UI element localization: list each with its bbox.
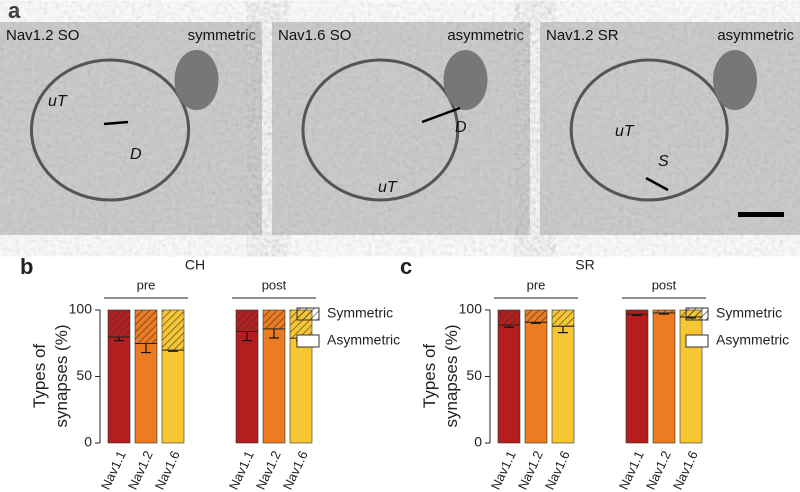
legend-swatch	[296, 307, 320, 321]
bar-segment	[161, 349, 185, 444]
image-title: Nav1.6 SO	[278, 27, 351, 44]
em-texture	[0, 22, 262, 235]
scale-bar	[738, 212, 784, 217]
chart-title: CH	[185, 257, 205, 273]
y-axis-label-line: Types of	[30, 344, 49, 409]
annotation: D	[130, 146, 142, 163]
arrow	[645, 176, 669, 192]
annotation: uT	[615, 123, 635, 140]
group-label: pre	[527, 277, 546, 292]
em-structure	[443, 50, 488, 110]
x-tick-label: Nav1.6	[152, 448, 183, 492]
panel-label: a	[8, 0, 21, 23]
image-title: Nav1.2 SO	[6, 27, 79, 44]
panel-label: b	[20, 254, 33, 279]
bar-hatch	[498, 310, 520, 325]
bar-hatch	[135, 310, 157, 344]
y-tick-label: 50	[76, 367, 92, 383]
y-axis-label: Types of synapses (%)	[30, 325, 71, 428]
legend-swatch	[296, 334, 320, 348]
x-tick-label: Nav1.6	[280, 448, 311, 492]
em-structure	[301, 58, 460, 202]
group-label: post	[652, 277, 677, 292]
legend-swatch	[685, 307, 709, 321]
bar-hatch	[552, 310, 574, 326]
em-structure	[569, 58, 729, 202]
group-label: pre	[137, 277, 156, 292]
legend-label: Symmetric	[716, 305, 782, 321]
y-tick-label: 0	[84, 434, 92, 450]
bar-segment	[551, 325, 575, 444]
legend-label: Symmetric	[327, 305, 393, 321]
bar-segment	[625, 313, 649, 444]
annotation: uT	[378, 179, 398, 196]
arrow	[103, 120, 129, 126]
em-texture	[540, 22, 800, 235]
bar-hatch	[263, 310, 285, 329]
bar-segment	[107, 336, 131, 444]
bar-segment	[524, 321, 548, 444]
image-type-label: symmetric	[188, 27, 257, 44]
bar-segment	[497, 324, 521, 444]
em-structure	[713, 50, 757, 110]
y-axis-label-line: synapses (%)	[52, 325, 71, 428]
y-axis-label: Types of synapses (%)	[420, 325, 461, 428]
em-structure	[29, 58, 191, 202]
x-tick-label: Nav1.6	[542, 448, 573, 492]
image-title: Nav1.2 SR	[546, 27, 619, 44]
bar-segment	[134, 342, 158, 444]
bar-hatch	[525, 310, 547, 322]
annotation: uT	[48, 93, 68, 110]
y-tick-label: 0	[474, 434, 482, 450]
bar-segment	[262, 328, 286, 444]
x-tick-label: Nav1.6	[670, 448, 701, 492]
bar-hatch	[236, 310, 258, 332]
bar-segment	[289, 337, 313, 444]
bar-hatch	[108, 310, 130, 337]
legend-label: Asymmetric	[327, 332, 400, 348]
annotation: S	[658, 153, 669, 170]
bar-segment	[235, 330, 259, 444]
y-tick-label: 50	[466, 367, 482, 383]
annotation: D	[455, 119, 467, 136]
y-tick-label: 100	[459, 301, 483, 317]
em-texture	[272, 22, 530, 235]
y-axis-label-line: Types of	[420, 344, 439, 409]
y-axis-label-line: synapses (%)	[442, 325, 461, 428]
group-label: post	[262, 277, 287, 292]
legend-swatch	[685, 334, 709, 348]
bar-hatch	[626, 310, 648, 314]
chart-title: SR	[575, 257, 594, 273]
arrow	[421, 106, 461, 124]
em-structure	[174, 50, 219, 110]
legend-label: Asymmetric	[716, 332, 789, 348]
image-type-label: asymmetric	[447, 27, 524, 44]
bar-hatch	[653, 310, 675, 313]
y-tick-label: 100	[69, 301, 93, 317]
bar-hatch	[162, 310, 184, 350]
panel-label: c	[400, 254, 412, 279]
bar-segment	[652, 312, 676, 444]
image-type-label: asymmetric	[717, 27, 794, 44]
